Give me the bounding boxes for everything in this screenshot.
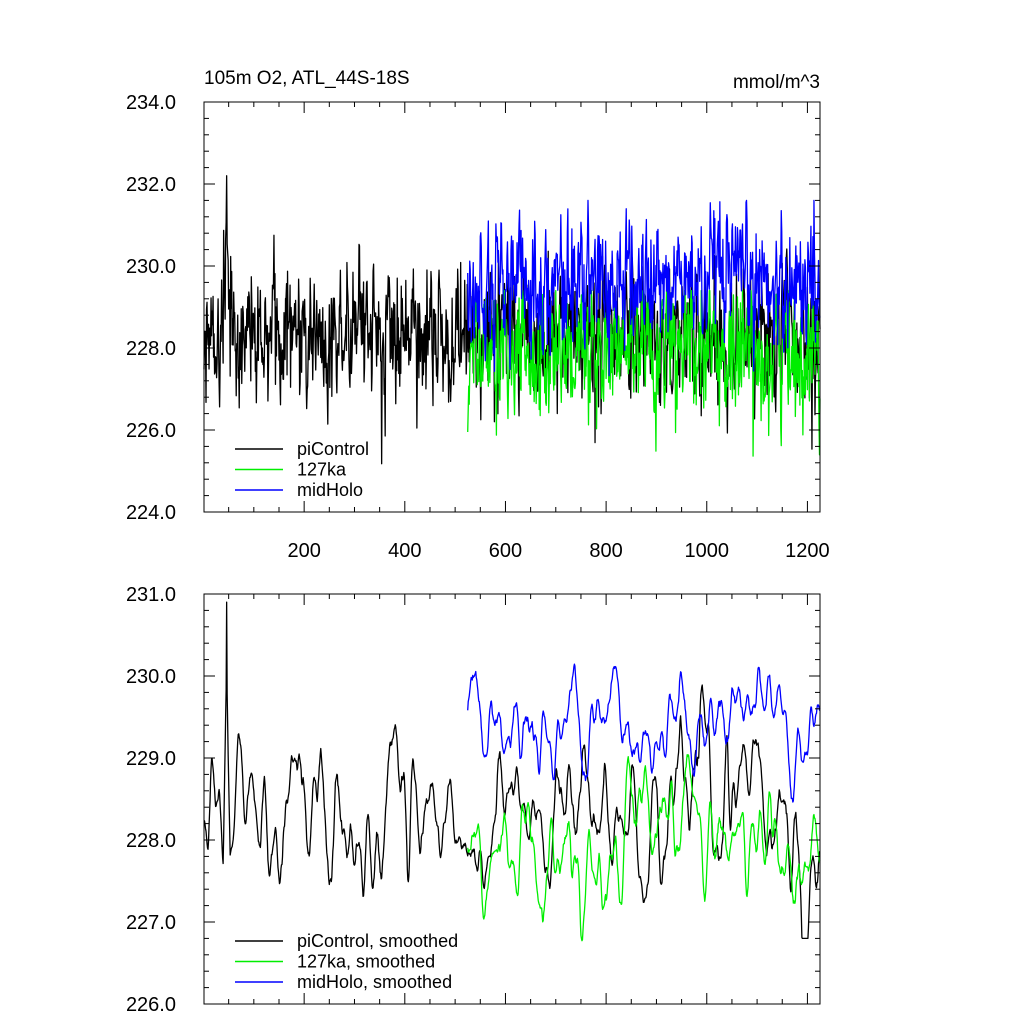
bottom-plot-frame	[203, 593, 821, 1005]
y-tick-label: 226.0	[126, 420, 176, 442]
y-tick-label: 230.0	[126, 666, 176, 688]
top-panel: 224.0 226.0 228.0 230.0 232.0 234.0 200 400 600 8…	[126, 92, 830, 562]
x-tick-label: 1200	[785, 540, 830, 562]
series-line-127ka-smoothed	[467, 754, 821, 942]
units-label: mmol/m^3	[733, 72, 820, 93]
y-tick-label: 234.0	[126, 92, 176, 114]
y-tick-label: 226.0	[126, 994, 176, 1016]
x-tick-label: 600	[489, 540, 522, 562]
x-tick-label: 400	[388, 540, 421, 562]
series-line-picontrol-smoothed	[203, 601, 821, 940]
legend-label: midHolo, smoothed	[297, 972, 452, 992]
top-ticks: 224.0 226.0 228.0 230.0 232.0 234.0 200 400 600 8…	[126, 92, 830, 562]
legend-label: piControl	[297, 439, 369, 459]
y-tick-label: 231.0	[126, 584, 176, 606]
legend-label: piControl, smoothed	[297, 931, 458, 951]
legend-label: midHolo	[297, 480, 363, 500]
y-tick-label: 230.0	[126, 256, 176, 278]
series-line-picontrol	[203, 175, 821, 465]
legend-label: 127ka, smoothed	[297, 952, 435, 972]
y-tick-label: 228.0	[126, 830, 176, 852]
y-tick-label: 229.0	[126, 748, 176, 770]
y-tick-label: 224.0	[126, 502, 176, 524]
top-plot-area	[203, 175, 821, 465]
bottom-plot-area	[203, 601, 821, 942]
series-line-midholo-smoothed	[467, 663, 821, 803]
bottom-panel: 226.0 227.0 228.0 229.0 230.0 231.0 piControl…	[126, 584, 821, 1016]
y-tick-label: 232.0	[126, 174, 176, 196]
x-tick-label: 200	[287, 540, 320, 562]
x-tick-label: 1000	[685, 540, 730, 562]
bottom-ticks: 226.0 227.0 228.0 229.0 230.0 231.0	[126, 584, 820, 1016]
y-tick-label: 228.0	[126, 338, 176, 360]
series-line-midholo	[467, 199, 821, 377]
y-tick-label: 227.0	[126, 912, 176, 934]
panel-title: 105m O2, ATL_44S-18S	[204, 68, 410, 89]
x-tick-label: 800	[589, 540, 622, 562]
legend-label: 127ka	[297, 460, 347, 480]
top-plot-frame	[203, 101, 821, 513]
